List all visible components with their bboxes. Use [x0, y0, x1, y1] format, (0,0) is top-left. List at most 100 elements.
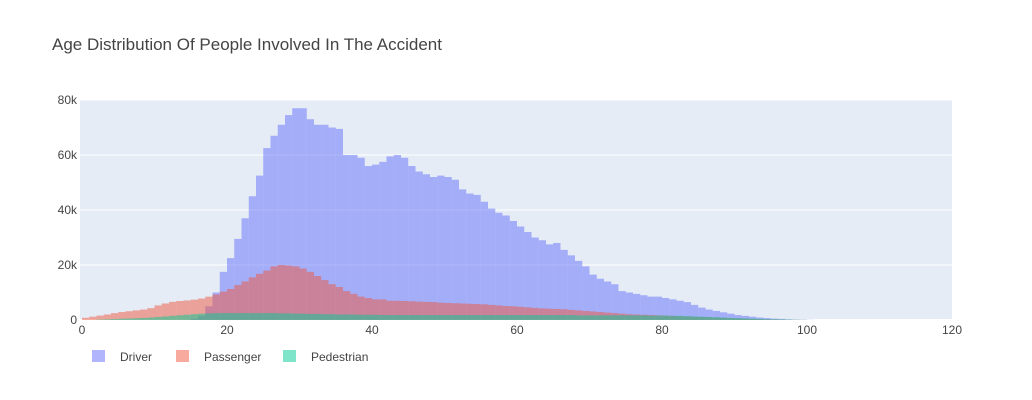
bar-passenger-61: [524, 307, 532, 320]
bar-driver-55: [480, 201, 488, 320]
bar-passenger-47: [422, 301, 430, 320]
bar-driver-28: [285, 115, 293, 320]
bar-pedestrian-30: [299, 313, 307, 320]
x-tick-label: 60: [510, 323, 524, 337]
bar-pedestrian-92: [749, 318, 757, 320]
bar-passenger-1: [89, 316, 97, 320]
bar-passenger-25: [263, 270, 271, 320]
bar-driver-63: [538, 240, 546, 320]
legend-swatch: [176, 350, 189, 362]
bar-passenger-23: [248, 277, 256, 320]
bar-driver-78: [647, 296, 655, 320]
bar-driver-35: [335, 128, 343, 320]
bar-passenger-44: [401, 301, 409, 320]
bar-driver-92: [749, 316, 757, 320]
bar-passenger-28: [285, 265, 293, 320]
bar-pedestrian-20: [227, 313, 235, 320]
bar-driver-58: [502, 215, 510, 320]
bar-pedestrian-45: [408, 315, 416, 320]
bar-passenger-32: [314, 276, 322, 320]
y-tick-label: 40k: [58, 203, 78, 217]
bar-driver-76: [633, 293, 641, 320]
bar-driver-39: [364, 166, 372, 320]
bar-driver-66: [560, 249, 568, 320]
bar-passenger-29: [292, 266, 300, 320]
bar-driver-54: [473, 194, 481, 320]
bar-pedestrian-79: [654, 315, 662, 320]
bar-pedestrian-42: [386, 315, 394, 320]
bar-passenger-16: [198, 298, 206, 320]
bar-pedestrian-38: [357, 314, 365, 320]
bar-passenger-55: [480, 304, 488, 320]
bar-pedestrian-32: [314, 313, 322, 320]
bar-driver-88: [720, 312, 728, 320]
legend-item-pedestrian[interactable]: Pedestrian: [283, 350, 368, 364]
bar-pedestrian-14: [183, 314, 191, 320]
bar-passenger-4: [111, 313, 119, 320]
legend-item-driver[interactable]: Driver: [92, 350, 152, 364]
bar-passenger-10: [154, 305, 162, 320]
bar-pedestrian-91: [741, 318, 749, 320]
bar-pedestrian-10: [154, 316, 162, 320]
bar-passenger-30: [299, 268, 307, 320]
bar-pedestrian-73: [611, 315, 619, 320]
bar-passenger-14: [183, 300, 191, 320]
bar-passenger-37: [350, 293, 358, 320]
bar-passenger-65: [553, 309, 561, 320]
bar-driver-50: [444, 177, 452, 320]
bar-pedestrian-12: [169, 315, 177, 320]
bar-passenger-64: [546, 308, 554, 320]
bar-pedestrian-23: [248, 313, 256, 320]
bar-passenger-62: [531, 307, 539, 320]
bar-pedestrian-85: [698, 316, 706, 320]
bar-driver-53: [466, 193, 474, 320]
bar-driver-71: [596, 278, 604, 320]
legend[interactable]: Driver Passenger Pedestrian: [92, 350, 368, 364]
bar-passenger-8: [140, 309, 148, 320]
bar-pedestrian-35: [335, 314, 343, 320]
bar-passenger-9: [147, 308, 155, 320]
bar-pedestrian-75: [625, 315, 633, 320]
bar-passenger-53: [466, 303, 474, 320]
bar-pedestrian-41: [379, 315, 387, 320]
bar-passenger-46: [415, 301, 423, 320]
bar-driver-64: [546, 244, 554, 320]
bar-driver-25: [263, 148, 271, 320]
bar-driver-57: [495, 212, 503, 320]
bar-driver-51: [451, 179, 459, 320]
bar-passenger-22: [241, 281, 249, 320]
bar-pedestrian-47: [422, 315, 430, 320]
bar-driver-75: [625, 292, 633, 320]
bar-passenger-45: [408, 301, 416, 320]
bar-passenger-48: [430, 302, 438, 320]
legend-label: Driver: [120, 350, 152, 364]
bar-driver-38: [357, 157, 365, 320]
bar-driver-32: [314, 124, 322, 320]
bar-passenger-34: [328, 284, 336, 320]
bar-driver-70: [589, 274, 597, 320]
bar-driver-46: [415, 171, 423, 320]
bar-driver-69: [582, 266, 590, 320]
bar-pedestrian-39: [364, 314, 372, 320]
y-tick-label: 80k: [58, 93, 78, 107]
bar-driver-29: [292, 108, 300, 320]
bar-driver-42: [386, 156, 394, 320]
series-driver: [190, 108, 815, 320]
histogram-bars: [82, 108, 815, 320]
legend-item-passenger[interactable]: Passenger: [176, 350, 261, 364]
bar-passenger-36: [343, 291, 351, 320]
bar-passenger-21: [234, 285, 242, 320]
bar-pedestrian-66: [560, 315, 568, 320]
bar-driver-30: [299, 108, 307, 320]
bar-pedestrian-60: [517, 315, 525, 320]
bar-pedestrian-94: [763, 319, 771, 320]
bar-driver-77: [640, 295, 648, 320]
bar-pedestrian-26: [270, 313, 278, 320]
bar-pedestrian-8: [140, 317, 148, 320]
chart-title: Age Distribution Of People Involved In T…: [52, 35, 442, 54]
bar-pedestrian-54: [473, 315, 481, 320]
x-tick-label: 80: [655, 323, 669, 337]
bar-pedestrian-82: [676, 315, 684, 320]
bar-passenger-68: [575, 310, 583, 320]
